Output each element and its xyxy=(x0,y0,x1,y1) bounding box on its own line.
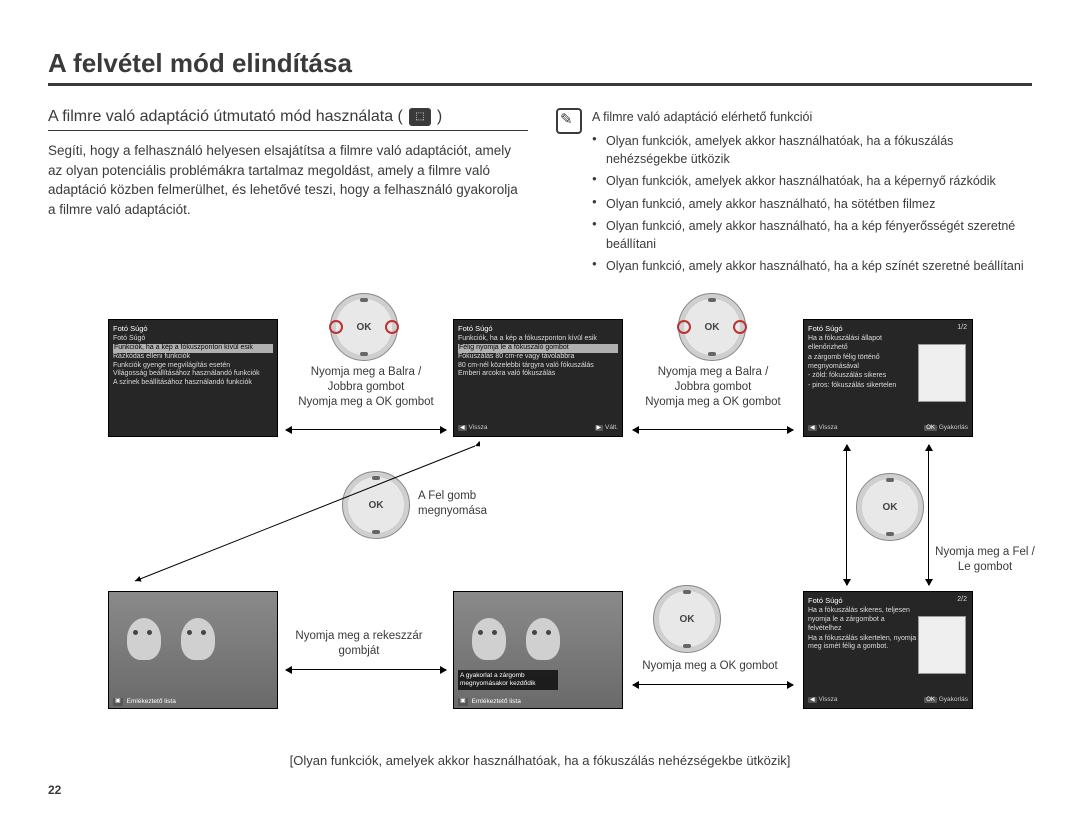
lcd-photo-mid: A gyakorlat a zárgomb megnyomásakor kezd… xyxy=(453,591,623,709)
ok-dial: OK xyxy=(653,585,721,653)
caption-fel-gomb: A Fel gomb megnyomása xyxy=(418,489,518,519)
intro-paragraph: Segíti, hogy a felhasználó helyesen elsa… xyxy=(48,141,528,219)
caption-rekesz: Nyomja meg a rekeszzár gombját xyxy=(294,629,424,659)
subheading-close: ) xyxy=(437,108,442,126)
ok-dial: OK xyxy=(856,473,924,541)
mode-icon: ⬚ xyxy=(409,108,431,126)
lcd-guide-2: Fotó Súgó 2/2 Ha a fókuszálás sikeres, t… xyxy=(803,591,973,709)
lcd-menu-2: Fotó Súgó Funkciók, ha a kép a fókuszpon… xyxy=(453,319,623,437)
arrow xyxy=(846,445,847,585)
caption-left-ok-2: Nyomja meg a Balra / Jobbra gombot Nyomj… xyxy=(643,365,783,410)
arrow xyxy=(928,445,929,585)
arrow xyxy=(633,429,793,430)
page-number: 22 xyxy=(48,783,61,797)
final-caption: [Olyan funkciók, amelyek akkor használha… xyxy=(48,753,1032,768)
note-bullet: Olyan funkció, amely akkor használható, … xyxy=(592,257,1032,275)
caption-ok-bottom: Nyomja meg a OK gombot xyxy=(630,659,790,674)
note-icon xyxy=(556,108,582,134)
ok-dial: OK xyxy=(330,293,398,361)
subheading: A filmre való adaptáció útmutató mód has… xyxy=(48,108,528,131)
arrow xyxy=(286,669,446,670)
lcd-menu-1: Fotó Súgó Fotó Súgó Funkciók, ha a kép a… xyxy=(108,319,278,437)
note-bullet: Olyan funkciók, amelyek akkor használhat… xyxy=(592,132,1032,168)
caption-fel-le: Nyomja meg a Fel / Le gombot xyxy=(930,545,1040,575)
flow-diagram: Fotó Súgó Fotó Súgó Funkciók, ha a kép a… xyxy=(48,289,1032,749)
note-list: Olyan funkciók, amelyek akkor használhat… xyxy=(592,132,1032,275)
lcd-guide-1: Fotó Súgó 1/2 Ha a fókuszálási állapot e… xyxy=(803,319,973,437)
ok-dial: OK xyxy=(678,293,746,361)
arrow xyxy=(633,684,793,685)
arrow xyxy=(286,429,446,430)
note-heading: A filmre való adaptáció elérhető funkció… xyxy=(592,108,1032,126)
subheading-text: A filmre való adaptáció útmutató mód has… xyxy=(48,108,403,126)
caption-left-ok-1: Nyomja meg a Balra / Jobbra gombot Nyomj… xyxy=(296,365,436,410)
ok-dial: OK xyxy=(342,471,410,539)
note-bullet: Olyan funkció, amely akkor használható, … xyxy=(592,195,1032,213)
lcd-photo-left: ▣Emlékeztető lista xyxy=(108,591,278,709)
note-bullet: Olyan funkció, amely akkor használható, … xyxy=(592,217,1032,253)
page-title: A felvétel mód elindítása xyxy=(48,48,1032,86)
note-bullet: Olyan funkciók, amelyek akkor használhat… xyxy=(592,172,1032,190)
